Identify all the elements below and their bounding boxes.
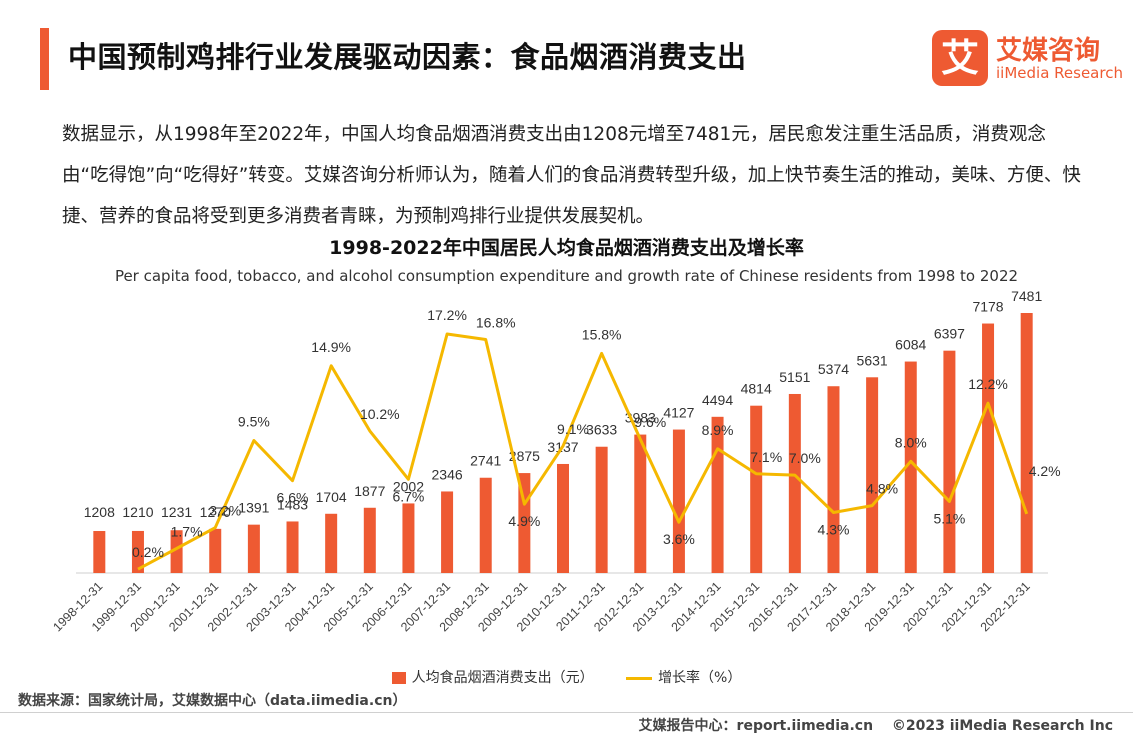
legend-item-growth: 增长率（%） <box>626 667 741 687</box>
growth-value-label: 12.2% <box>968 376 1008 392</box>
bar <box>595 446 608 573</box>
bar-value-label: 2346 <box>432 466 463 482</box>
bar <box>1020 313 1033 573</box>
growth-value-label: 3.6% <box>663 531 695 547</box>
bar <box>93 531 106 573</box>
logo-text-cn: 艾媒咨询 <box>996 36 1101 66</box>
bar <box>827 386 840 573</box>
bar-value-label: 5374 <box>818 361 849 377</box>
bar-value-label: 4494 <box>702 392 733 408</box>
bar <box>634 434 647 573</box>
growth-value-label: 14.9% <box>311 339 351 355</box>
bar-value-label: 2741 <box>470 453 501 469</box>
bar <box>402 503 415 573</box>
bar-value-label: 1704 <box>316 489 347 505</box>
bar-value-label: 1210 <box>122 504 153 520</box>
chart-title: 1998-2022年中国居民人均食品烟酒消费支出及增长率 <box>329 237 804 259</box>
bar-value-label: 4814 <box>741 381 772 397</box>
bar-value-label: 7178 <box>972 299 1003 315</box>
chart-legend: 人均食品烟酒消费支出（元） 增长率（%） <box>0 667 1133 687</box>
logo-mark: 艾 <box>932 30 988 86</box>
bar <box>943 350 956 573</box>
growth-value-label: 4.3% <box>818 522 850 538</box>
growth-value-label: 3.2% <box>209 503 241 519</box>
growth-value-label: 4.2% <box>1029 463 1061 479</box>
footer-report-center: 艾媒报告中心：report.iimedia.cn <box>638 718 874 734</box>
footer-copyright: ©2023 iiMedia Research Inc <box>891 718 1113 734</box>
page-title: 中国预制鸡排行业发展驱动因素：食品烟酒消费支出 <box>68 40 747 74</box>
bar-value-label: 3633 <box>586 422 617 438</box>
bar-value-label: 1208 <box>84 504 115 520</box>
bar-value-label: 1391 <box>238 500 269 516</box>
bar <box>131 530 144 573</box>
growth-value-label: 0.2% <box>132 544 164 560</box>
bar <box>750 405 763 573</box>
growth-value-label: 16.8% <box>476 315 516 331</box>
bar-value-label: 4127 <box>663 405 694 421</box>
growth-line <box>137 332 1029 571</box>
bar-value-label: 1877 <box>354 483 385 499</box>
growth-value-label: 6.7% <box>392 488 424 504</box>
growth-value-label: 8.0% <box>895 434 927 450</box>
bar <box>170 530 183 573</box>
bar <box>247 524 260 573</box>
footer-divider <box>0 712 1133 713</box>
bar <box>788 393 801 573</box>
bar <box>325 513 338 573</box>
growth-value-label: 9.5% <box>238 414 270 430</box>
growth-value-label: 7.1% <box>750 449 782 465</box>
brand-logo: 艾 艾媒咨询 iiMedia Research <box>932 30 1123 86</box>
bar <box>672 429 685 573</box>
growth-value-label: 5.1% <box>933 510 965 526</box>
bar-value-label: 5631 <box>857 352 888 368</box>
growth-value-label: 7.0% <box>789 450 821 466</box>
growth-value-label: 4.9% <box>508 513 540 529</box>
bar <box>866 377 879 573</box>
legend-swatch-bar <box>391 672 406 684</box>
chart-subtitle: Per capita food, tobacco, and alcohol co… <box>114 267 1019 285</box>
bar <box>557 463 569 573</box>
growth-value-label: 9.6% <box>634 414 666 430</box>
bar-value-label: 6397 <box>934 326 965 342</box>
bar-value-label: 2002 <box>393 478 424 494</box>
growth-value-label: 9.1% <box>557 421 589 437</box>
bar <box>286 521 299 573</box>
bar <box>479 477 492 573</box>
legend-label-growth: 增长率（%） <box>658 670 742 686</box>
footer: 艾媒报告中心：report.iimedia.cn ©2023 iiMedia R… <box>625 715 1113 735</box>
intro-paragraph: 数据显示，从1998年至2022年，中国人均食品烟酒消费支出由1208元增至74… <box>62 124 1081 227</box>
growth-value-label: 15.8% <box>582 326 622 342</box>
growth-value-label: 4.8% <box>866 481 898 497</box>
legend-item-expenditure: 人均食品烟酒消费支出（元） <box>391 667 594 687</box>
bar <box>441 491 454 573</box>
title-accent-bar <box>40 28 49 90</box>
bar-value-label: 6084 <box>895 337 926 353</box>
bar <box>711 416 724 573</box>
logo-text-en: iiMedia Research <box>996 64 1123 82</box>
bar <box>363 507 376 573</box>
bar-value-label: 7481 <box>1011 288 1042 304</box>
bar-value-label: 2875 <box>509 448 540 464</box>
bar-value-label: 5151 <box>779 369 810 385</box>
growth-value-label: 6.6% <box>277 490 309 506</box>
legend-label-expenditure: 人均食品烟酒消费支出（元） <box>411 670 594 686</box>
data-source: 数据来源：国家统计局，艾媒数据中心（data.iimedia.cn） <box>18 693 407 709</box>
bar-value-label: 1231 <box>161 504 192 520</box>
bar <box>982 323 995 573</box>
bar <box>209 528 222 573</box>
legend-swatch-line <box>626 676 653 680</box>
growth-value-label: 17.2% <box>427 307 467 323</box>
bar <box>904 361 917 573</box>
growth-value-label: 1.7% <box>171 523 203 539</box>
bar-value-label: 1483 <box>277 496 308 512</box>
growth-value-label: 10.2% <box>360 406 400 422</box>
growth-value-label: 8.9% <box>702 422 734 438</box>
